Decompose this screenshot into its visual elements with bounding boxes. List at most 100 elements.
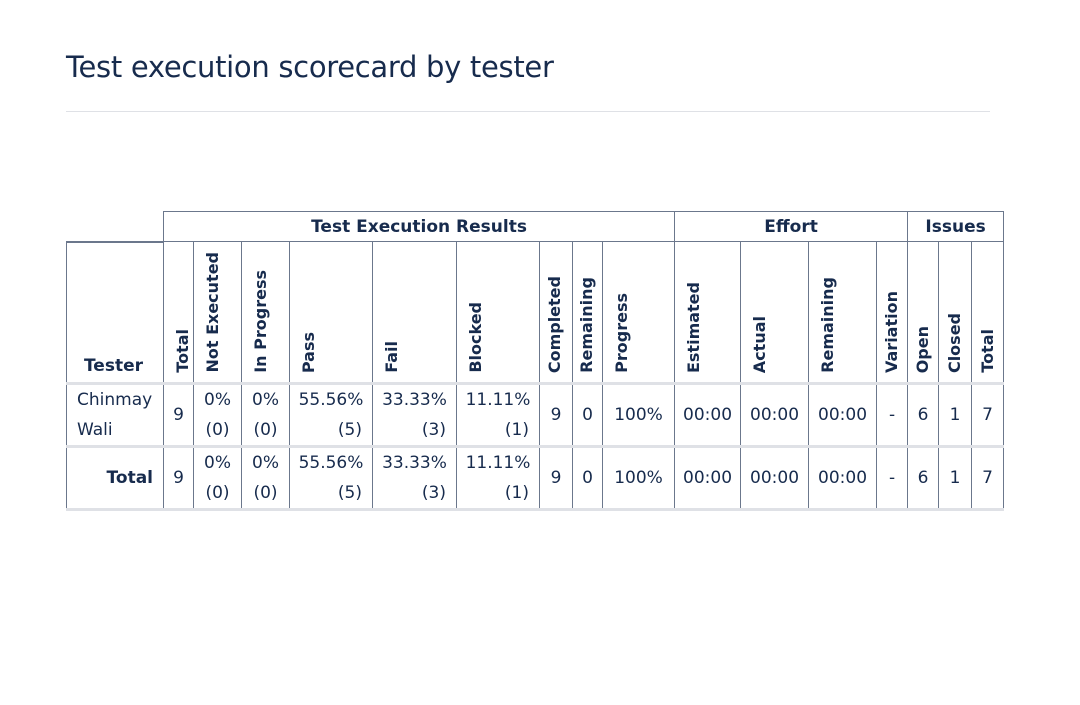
scorecard-table: Test Execution Results Effort Issues Tes… — [66, 211, 1005, 511]
column-header-remaining: Remaining — [572, 241, 603, 385]
column-label-completed: Completed — [545, 275, 564, 373]
progress-cell: 100% — [601, 446, 676, 511]
pass-pct: 55.56% — [298, 390, 364, 410]
estimated-cell: 00:00 — [674, 446, 742, 511]
tester-name-line1: Chinmay — [77, 390, 153, 410]
remaining-cell: 0 — [572, 446, 603, 511]
closed-issues-cell: 1 — [938, 446, 973, 511]
blocked-cell: 11.11% (1) — [456, 446, 540, 511]
group-header-effort: Effort — [674, 211, 909, 242]
title-divider — [66, 111, 990, 112]
group-header-results: Test Execution Results — [162, 211, 676, 242]
in-progress-pct: 0% — [252, 453, 279, 473]
column-header-progress: Progress — [601, 241, 676, 385]
group-header-issues: Issues — [907, 211, 1005, 242]
column-label-blocked: Blocked — [466, 302, 485, 373]
not-executed-pct: 0% — [204, 390, 231, 410]
pass-cell: 55.56% (5) — [289, 446, 373, 511]
remaining-cell: 0 — [572, 383, 603, 448]
tester-name-cell: Chinmay Wali — [66, 383, 164, 448]
issues-total-cell: 7 — [971, 383, 1005, 448]
issues-total-cell: 7 — [971, 446, 1005, 511]
fail-count: (3) — [421, 483, 446, 503]
not-executed-pct: 0% — [204, 453, 231, 473]
column-label-progress: Progress — [612, 293, 631, 373]
table-row: Chinmay Wali 9 0% (0) 0% (0) 55.56% (5) … — [66, 383, 1005, 448]
column-header-blocked: Blocked — [456, 241, 540, 385]
column-label-in-progress: In Progress — [251, 270, 270, 373]
column-header-row: Tester Total Not Executed In Progress Pa… — [66, 241, 1005, 385]
fail-pct: 33.33% — [382, 390, 447, 410]
column-label-actual: Actual — [750, 315, 770, 373]
column-label-pass: Pass — [299, 331, 318, 373]
column-header-not-executed: Not Executed — [193, 241, 242, 385]
column-label-variation: Variation — [882, 291, 902, 373]
column-label-effort-remaining: Remaining — [818, 277, 838, 373]
effort-remaining-cell: 00:00 — [808, 446, 878, 511]
open-issues-cell: 6 — [907, 383, 940, 448]
corner-cell — [66, 211, 164, 243]
variation-cell: - — [876, 383, 909, 448]
total-cell: 9 — [163, 383, 194, 448]
total-row: Total 9 0% (0) 0% (0) 55.56% (5) 33.33% … — [66, 446, 1005, 511]
not-executed-cell: 0% (0) — [193, 383, 242, 448]
variation-cell: - — [876, 446, 909, 511]
column-label-fail: Fail — [382, 341, 401, 373]
not-executed-cell: 0% (0) — [193, 446, 242, 511]
column-header-completed: Completed — [539, 241, 573, 385]
actual-cell: 00:00 — [740, 446, 810, 511]
fail-count: (3) — [421, 420, 446, 440]
column-label-estimated: Estimated — [684, 281, 704, 373]
not-executed-count: (0) — [205, 420, 230, 440]
column-header-issues-total: Total — [971, 241, 1005, 385]
pass-pct: 55.56% — [298, 453, 364, 473]
pass-count: (5) — [337, 420, 362, 440]
completed-cell: 9 — [539, 383, 573, 448]
column-header-effort-remaining: Remaining — [808, 241, 878, 385]
page-title: Test execution scorecard by tester — [66, 50, 554, 84]
open-issues-cell: 6 — [907, 446, 940, 511]
completed-cell: 9 — [539, 446, 573, 511]
column-header-estimated: Estimated — [674, 241, 742, 385]
progress-cell: 100% — [601, 383, 676, 448]
column-label-open: Open — [913, 325, 933, 373]
column-header-tester: Tester — [66, 241, 164, 385]
in-progress-count: (0) — [253, 420, 278, 440]
blocked-cell: 11.11% (1) — [456, 383, 540, 448]
in-progress-cell: 0% (0) — [241, 383, 290, 448]
column-header-closed: Closed — [938, 241, 973, 385]
pass-count: (5) — [337, 483, 362, 503]
in-progress-cell: 0% (0) — [241, 446, 290, 511]
column-header-actual: Actual — [740, 241, 810, 385]
column-header-fail: Fail — [372, 241, 457, 385]
blocked-count: (1) — [504, 483, 529, 503]
actual-cell: 00:00 — [740, 383, 810, 448]
total-cell: 9 — [163, 446, 194, 511]
estimated-cell: 00:00 — [674, 383, 742, 448]
blocked-count: (1) — [504, 420, 529, 440]
fail-cell: 33.33% (3) — [372, 383, 457, 448]
fail-cell: 33.33% (3) — [372, 446, 457, 511]
tester-name-line2: Wali — [77, 420, 113, 440]
blocked-pct: 11.11% — [465, 390, 531, 410]
pass-cell: 55.56% (5) — [289, 383, 373, 448]
column-header-total: Total — [163, 241, 194, 385]
column-header-in-progress: In Progress — [241, 241, 290, 385]
column-header-variation: Variation — [876, 241, 909, 385]
column-header-open: Open — [907, 241, 940, 385]
total-row-label: Total — [66, 446, 164, 511]
column-label-closed: Closed — [945, 312, 965, 373]
closed-issues-cell: 1 — [938, 383, 973, 448]
blocked-pct: 11.11% — [465, 453, 531, 473]
column-label-remaining: Remaining — [577, 277, 596, 373]
in-progress-count: (0) — [253, 483, 278, 503]
column-label-issues-total: Total — [978, 329, 998, 373]
group-header-row: Test Execution Results Effort Issues — [66, 211, 1005, 243]
effort-remaining-cell: 00:00 — [808, 383, 878, 448]
fail-pct: 33.33% — [382, 453, 447, 473]
column-label-not-executed: Not Executed — [203, 252, 222, 373]
column-label-total: Total — [173, 329, 192, 373]
column-header-pass: Pass — [289, 241, 373, 385]
not-executed-count: (0) — [205, 483, 230, 503]
in-progress-pct: 0% — [252, 390, 279, 410]
